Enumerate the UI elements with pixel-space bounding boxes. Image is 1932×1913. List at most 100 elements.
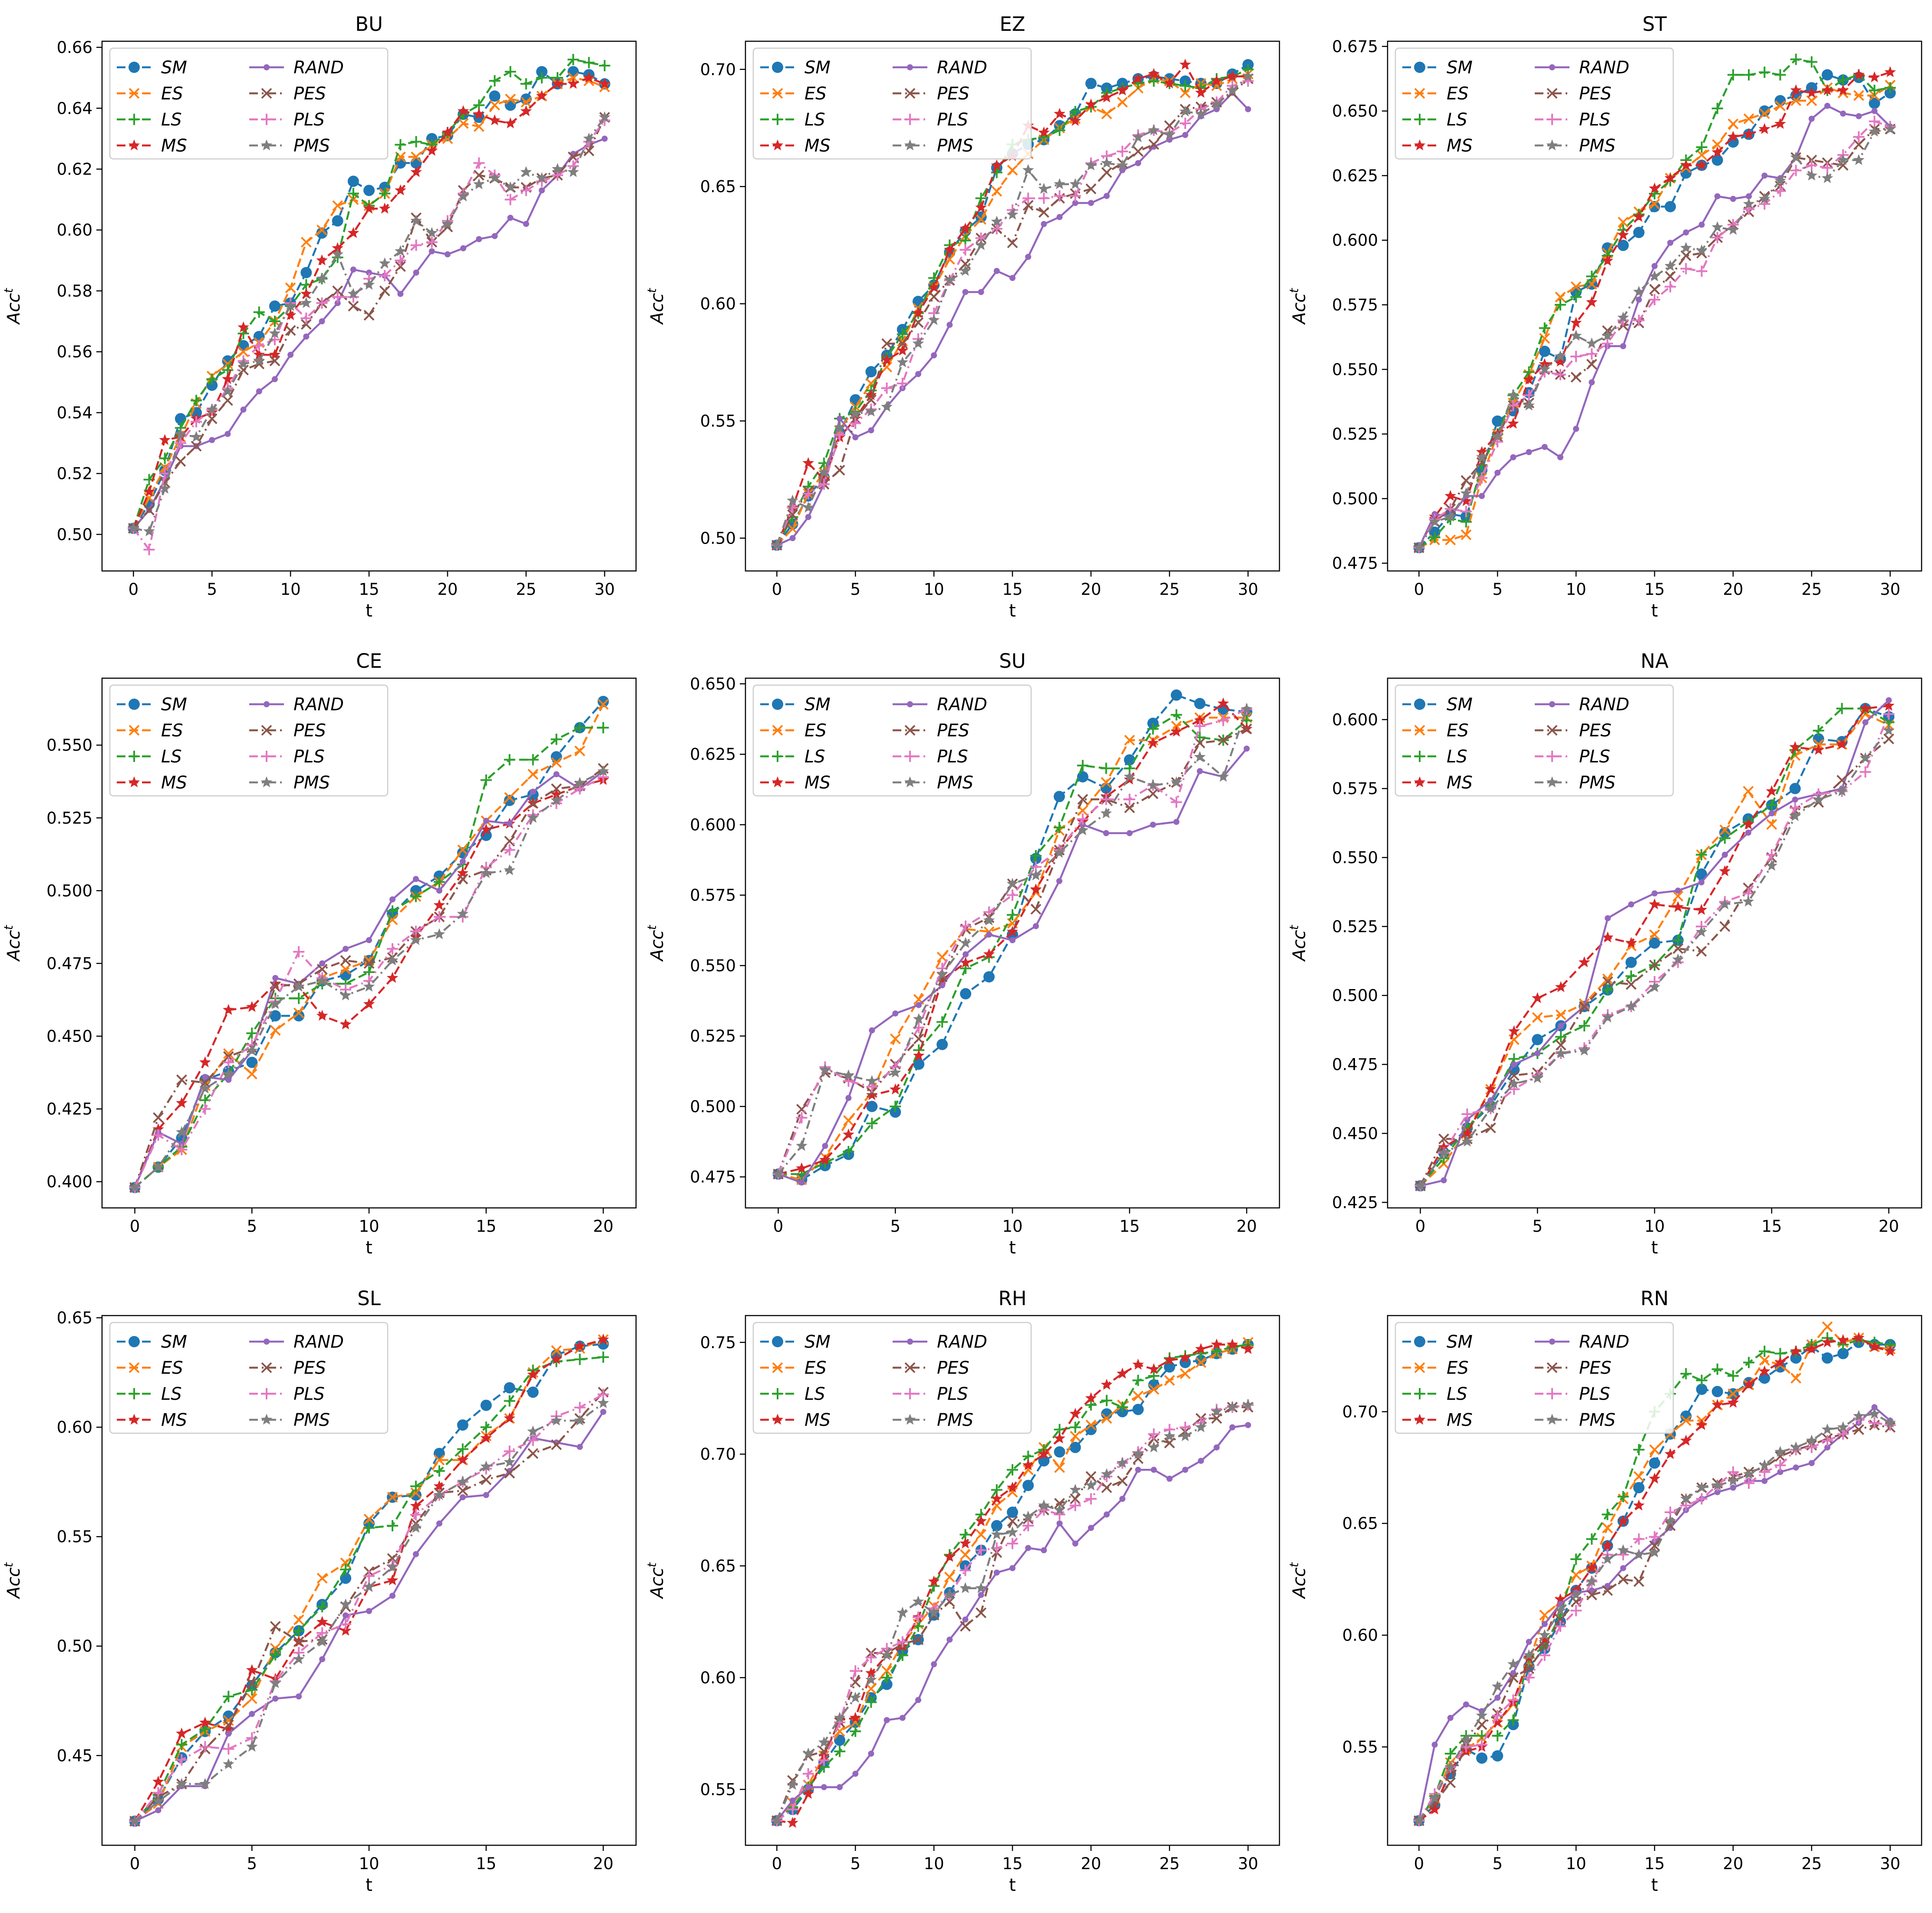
axes-frame (745, 40, 1280, 572)
data-point (912, 307, 924, 318)
legend-entry-es: ES (117, 1358, 183, 1378)
data-point (1696, 1481, 1708, 1493)
data-point (340, 963, 351, 975)
data-point (410, 1522, 422, 1533)
data-point (504, 194, 516, 205)
data-point (1853, 90, 1864, 101)
data-point (1790, 1372, 1802, 1384)
data-point (1558, 1022, 1564, 1029)
data-point (1461, 1108, 1473, 1120)
data-point (1054, 1462, 1065, 1473)
chart-title: CE (356, 650, 382, 673)
data-point (1132, 1404, 1144, 1415)
data-point (959, 1582, 971, 1593)
data-point (1730, 196, 1736, 202)
data-point (1618, 1574, 1629, 1585)
data-point (1006, 926, 1019, 937)
plot-area (771, 1337, 1254, 1828)
data-point (256, 388, 262, 395)
x-tick-label: 10 (359, 1854, 379, 1873)
data-point (1103, 830, 1109, 836)
y-axis-label: Acct (645, 288, 668, 325)
data-point (936, 952, 948, 963)
data-point (1719, 898, 1731, 910)
data-point (1217, 697, 1229, 709)
data-point (1179, 59, 1191, 70)
data-point (789, 1798, 796, 1804)
data-point (152, 1161, 164, 1172)
data-point (1869, 71, 1880, 82)
data-point (1211, 1405, 1223, 1417)
data-point (1022, 1520, 1034, 1531)
data-point (787, 495, 798, 506)
data-point (1648, 898, 1661, 910)
data-point (1602, 931, 1614, 943)
plot-area (129, 1333, 609, 1827)
data-point (1633, 1576, 1645, 1587)
data-point (253, 307, 265, 318)
x-axis-label: t (1651, 601, 1658, 621)
data-point (1589, 379, 1595, 386)
data-point (1054, 108, 1065, 119)
legend-box (1395, 47, 1674, 160)
data-point (962, 289, 969, 295)
data-point (976, 214, 987, 225)
data-point (293, 1636, 304, 1647)
data-point (1586, 296, 1598, 307)
data-point (802, 501, 814, 513)
data-point (1132, 73, 1144, 84)
data-point (386, 1561, 399, 1573)
data-point (1539, 346, 1550, 357)
y-tick-label: 0.475 (46, 954, 92, 973)
data-point (504, 181, 516, 192)
data-point (1719, 825, 1731, 835)
data-point (1837, 160, 1849, 171)
data-point (915, 1697, 921, 1703)
data-point (300, 319, 312, 330)
data-point (1570, 1589, 1582, 1600)
data-point (975, 239, 987, 250)
data-point (1649, 1444, 1660, 1455)
data-point (209, 437, 215, 443)
legend-entry-pms: PMS (249, 136, 330, 156)
data-point (293, 1614, 304, 1626)
data-point (1633, 227, 1645, 238)
data-point (293, 1007, 304, 1019)
data-point (1672, 953, 1684, 965)
legend-marker (260, 139, 273, 151)
data-point (1570, 317, 1582, 328)
data-point (379, 270, 391, 281)
data-point (1510, 454, 1517, 461)
data-point (983, 948, 995, 960)
data-point (1727, 224, 1739, 235)
legend-marker (261, 1362, 272, 1373)
data-point (159, 482, 171, 494)
data-point (159, 434, 171, 445)
data-point (379, 285, 390, 297)
legend-entry-rand: RAND (1535, 1332, 1629, 1352)
x-tick-label: 5 (1492, 1854, 1503, 1873)
data-point (1884, 82, 1896, 94)
data-point (1665, 281, 1676, 293)
data-point (787, 1804, 798, 1815)
data-point (802, 1747, 814, 1759)
legend-marker (129, 725, 140, 736)
data-point (176, 1144, 188, 1155)
y-tick-label: 0.54 (57, 403, 92, 422)
data-point (551, 1353, 562, 1365)
data-point (1766, 799, 1777, 811)
data-point (986, 931, 992, 938)
data-point (340, 1557, 351, 1569)
data-point (822, 1143, 828, 1149)
data-point (1229, 1424, 1236, 1431)
legend-entry-sm: SM (117, 58, 187, 78)
legend-label: RAND (937, 1332, 987, 1352)
data-point (843, 1115, 854, 1126)
data-point (551, 1345, 562, 1356)
legend-entry-sm: SM (117, 695, 187, 715)
data-point (433, 1489, 445, 1500)
data-point (1148, 1370, 1160, 1382)
legend-label: LS (161, 1384, 182, 1404)
